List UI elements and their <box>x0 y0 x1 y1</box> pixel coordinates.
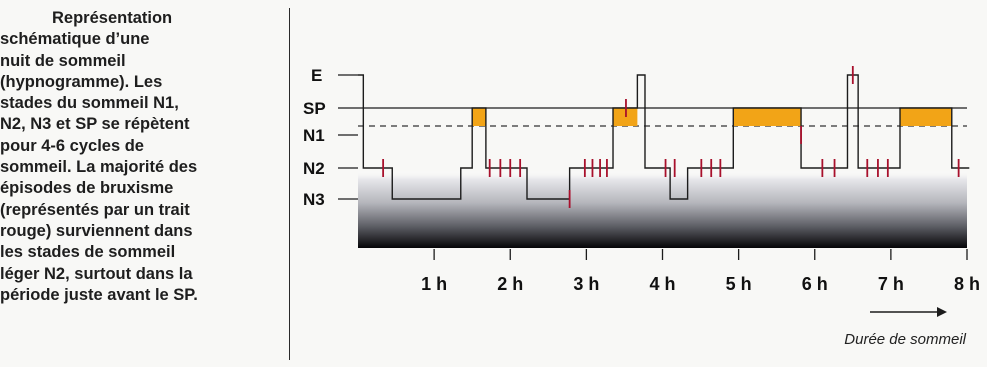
rem-episode <box>733 108 802 126</box>
caption-line: Représentation <box>52 9 173 27</box>
rem-episode <box>900 108 952 126</box>
x-tick-label: 4 h <box>649 274 675 294</box>
caption-line: sommeil. La majorité des <box>0 158 198 177</box>
x-tick-label: 6 h <box>802 274 828 294</box>
x-tick-label: 2 h <box>497 274 523 294</box>
caption-line: léger N2, surtout dans la <box>0 264 193 283</box>
duration-arrow-head <box>937 307 947 317</box>
caption-line: nuit de sommeil <box>0 51 126 70</box>
hypnogram-line <box>358 74 970 200</box>
x-tick-label: 8 h <box>954 274 980 294</box>
caption-line: N2, N3 et SP se répètent <box>0 115 190 134</box>
caption-line: épisodes de bruxisme <box>0 179 174 198</box>
caption-line: (représentés par un trait <box>0 200 190 219</box>
stage-label: N3 <box>303 190 325 209</box>
x-tick-label: 3 h <box>573 274 599 294</box>
caption-line: les stades de sommeil <box>0 243 176 262</box>
figure-caption: Représentation schématique d’une nuit de s… <box>0 8 285 306</box>
depth-gradient-band <box>358 170 967 248</box>
caption-line: stades du sommeil N1, <box>0 94 179 113</box>
rem-episode <box>472 108 486 126</box>
stage-label: E <box>311 66 322 85</box>
x-tick-label: 1 h <box>421 274 447 294</box>
stage-label: SP <box>303 99 326 118</box>
x-tick-label: 7 h <box>878 274 904 294</box>
caption-line: rouge) surviennent dans <box>0 221 193 240</box>
caption-line: pour 4-6 cycles de <box>0 136 144 155</box>
vertical-divider <box>289 8 290 360</box>
caption-line: période juste avant le SP. <box>0 285 198 304</box>
caption-line: (hypnogramme). Les <box>0 72 163 91</box>
stage-label: N1 <box>303 126 325 145</box>
duration-label: Durée de sommeil <box>844 331 966 348</box>
caption-line: schématique d’une <box>0 30 150 49</box>
stage-label: N2 <box>303 159 325 178</box>
x-tick-label: 5 h <box>726 274 752 294</box>
